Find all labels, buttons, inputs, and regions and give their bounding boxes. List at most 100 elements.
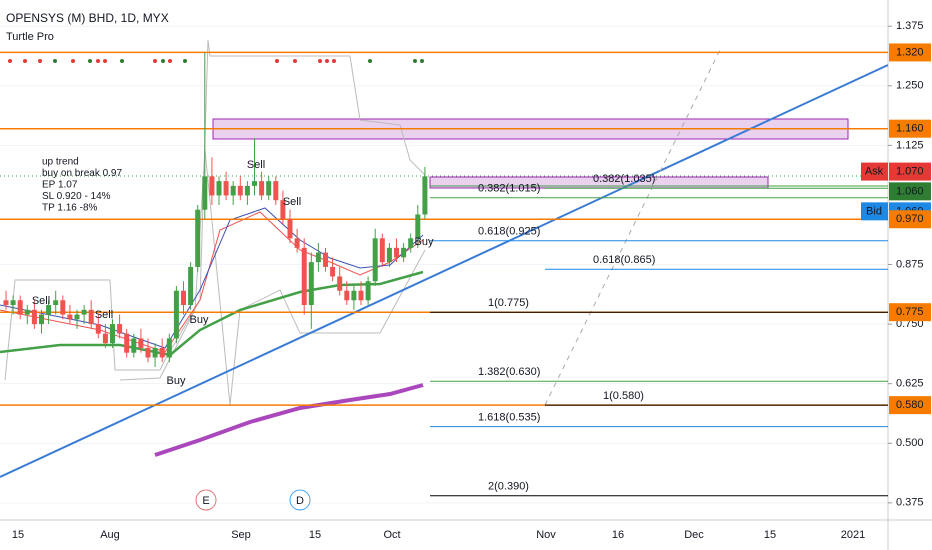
y-tick-label: 0.375 [896,497,924,509]
candle-body [273,181,279,201]
dot [96,59,100,63]
y-tick-label: 1.375 [896,20,924,32]
candle-body [294,238,300,248]
moving-average [0,270,424,357]
price-tag-label: 1.160 [896,123,924,135]
candle-body [202,176,208,210]
dot [168,59,172,63]
dot [23,59,27,63]
price-tag-name: Bid [866,205,882,217]
dot [161,59,165,63]
dot [38,59,42,63]
trend-line [0,64,889,478]
candle-body [3,300,9,306]
candle-body [195,209,201,267]
fib-label: 1(0.580) [603,390,644,402]
candle-body [386,247,392,263]
candle-body [337,276,343,291]
event-label: E [202,495,209,507]
candle-body [379,238,385,263]
event-marker [289,489,311,511]
candle-body [330,266,336,277]
signal-label: Sell [32,295,50,307]
candles [3,52,428,368]
candle-body [138,338,144,348]
fib-label: 0.382(1.015) [478,183,540,195]
candle-body [53,300,59,306]
signal-dots [8,59,424,63]
fib-label: 0.382(1.035) [593,173,655,185]
x-tick-label: 16 [612,529,624,541]
candle-body [237,185,243,196]
annotation: EP 1.07 [42,180,78,191]
candle-body [216,181,222,196]
dot [420,59,424,63]
dot [275,59,279,63]
x-tick-label: Nov [536,529,556,541]
candle-body [408,238,414,248]
price-tag [861,202,888,221]
price-tag [889,162,931,181]
candle-body [173,290,179,339]
fib-label: 2(0.390) [488,481,529,493]
candle-body [315,252,321,263]
dot [88,59,92,63]
annotation: TP 1.16 -8% [42,203,98,214]
x-tick-label: Aug [100,529,120,541]
price-tag-label: 0.580 [896,399,924,411]
dot [293,59,297,63]
y-tick-label: 1.250 [896,80,924,92]
y-tick-label: 0.875 [896,258,924,270]
price-tag [889,119,931,138]
candle-body [287,219,293,239]
price-tag [889,210,931,229]
dot [153,59,157,63]
annotation: up trend [42,157,79,168]
candle-body [110,324,115,344]
candle-body [344,290,350,301]
candle-body [166,338,172,358]
signal-label: Buy [190,314,209,326]
candle-body [145,347,151,358]
x-tick-label: Sep [231,529,251,541]
x-tick-label: 15 [12,529,24,541]
annotation: SL 0.920 - 14% [42,191,111,202]
candle-body [159,347,165,358]
candle-body [152,347,158,358]
dot [103,59,107,63]
candle-body [67,314,73,320]
dot [332,59,336,63]
candle-body [244,185,250,196]
fib-label: 1(0.775) [488,297,529,309]
candle-body [102,333,108,344]
candle-body [266,181,272,196]
candle-body [230,185,236,196]
fib-label: 1.382(0.630) [478,366,540,378]
candle-body [131,338,137,353]
candle-body [39,314,44,325]
moving-average [154,383,424,457]
dot [53,59,57,63]
candle-body [209,176,215,196]
x-tick-label: 15 [309,529,321,541]
chart-title: OPENSYS (M) BHD, 1D, MYX [6,11,169,25]
price-tag-label: 0.775 [896,306,924,318]
price-tag [889,396,931,415]
candle-body [81,309,87,315]
candle-body [259,181,265,196]
signal-label: Sell [95,309,113,321]
chart-subtitle: Turtle Pro [6,31,54,43]
candle-body [401,247,407,258]
candle-body [372,238,378,282]
dot [318,59,322,63]
candle-body [88,309,94,325]
candle-body [124,333,130,353]
price-tag-label: 1.070 [896,165,924,177]
dot [8,59,12,63]
candle-body [422,176,428,215]
candle-body [358,290,364,301]
event-label: D [296,495,304,507]
candle-body [17,300,23,315]
candle-body [24,309,30,315]
